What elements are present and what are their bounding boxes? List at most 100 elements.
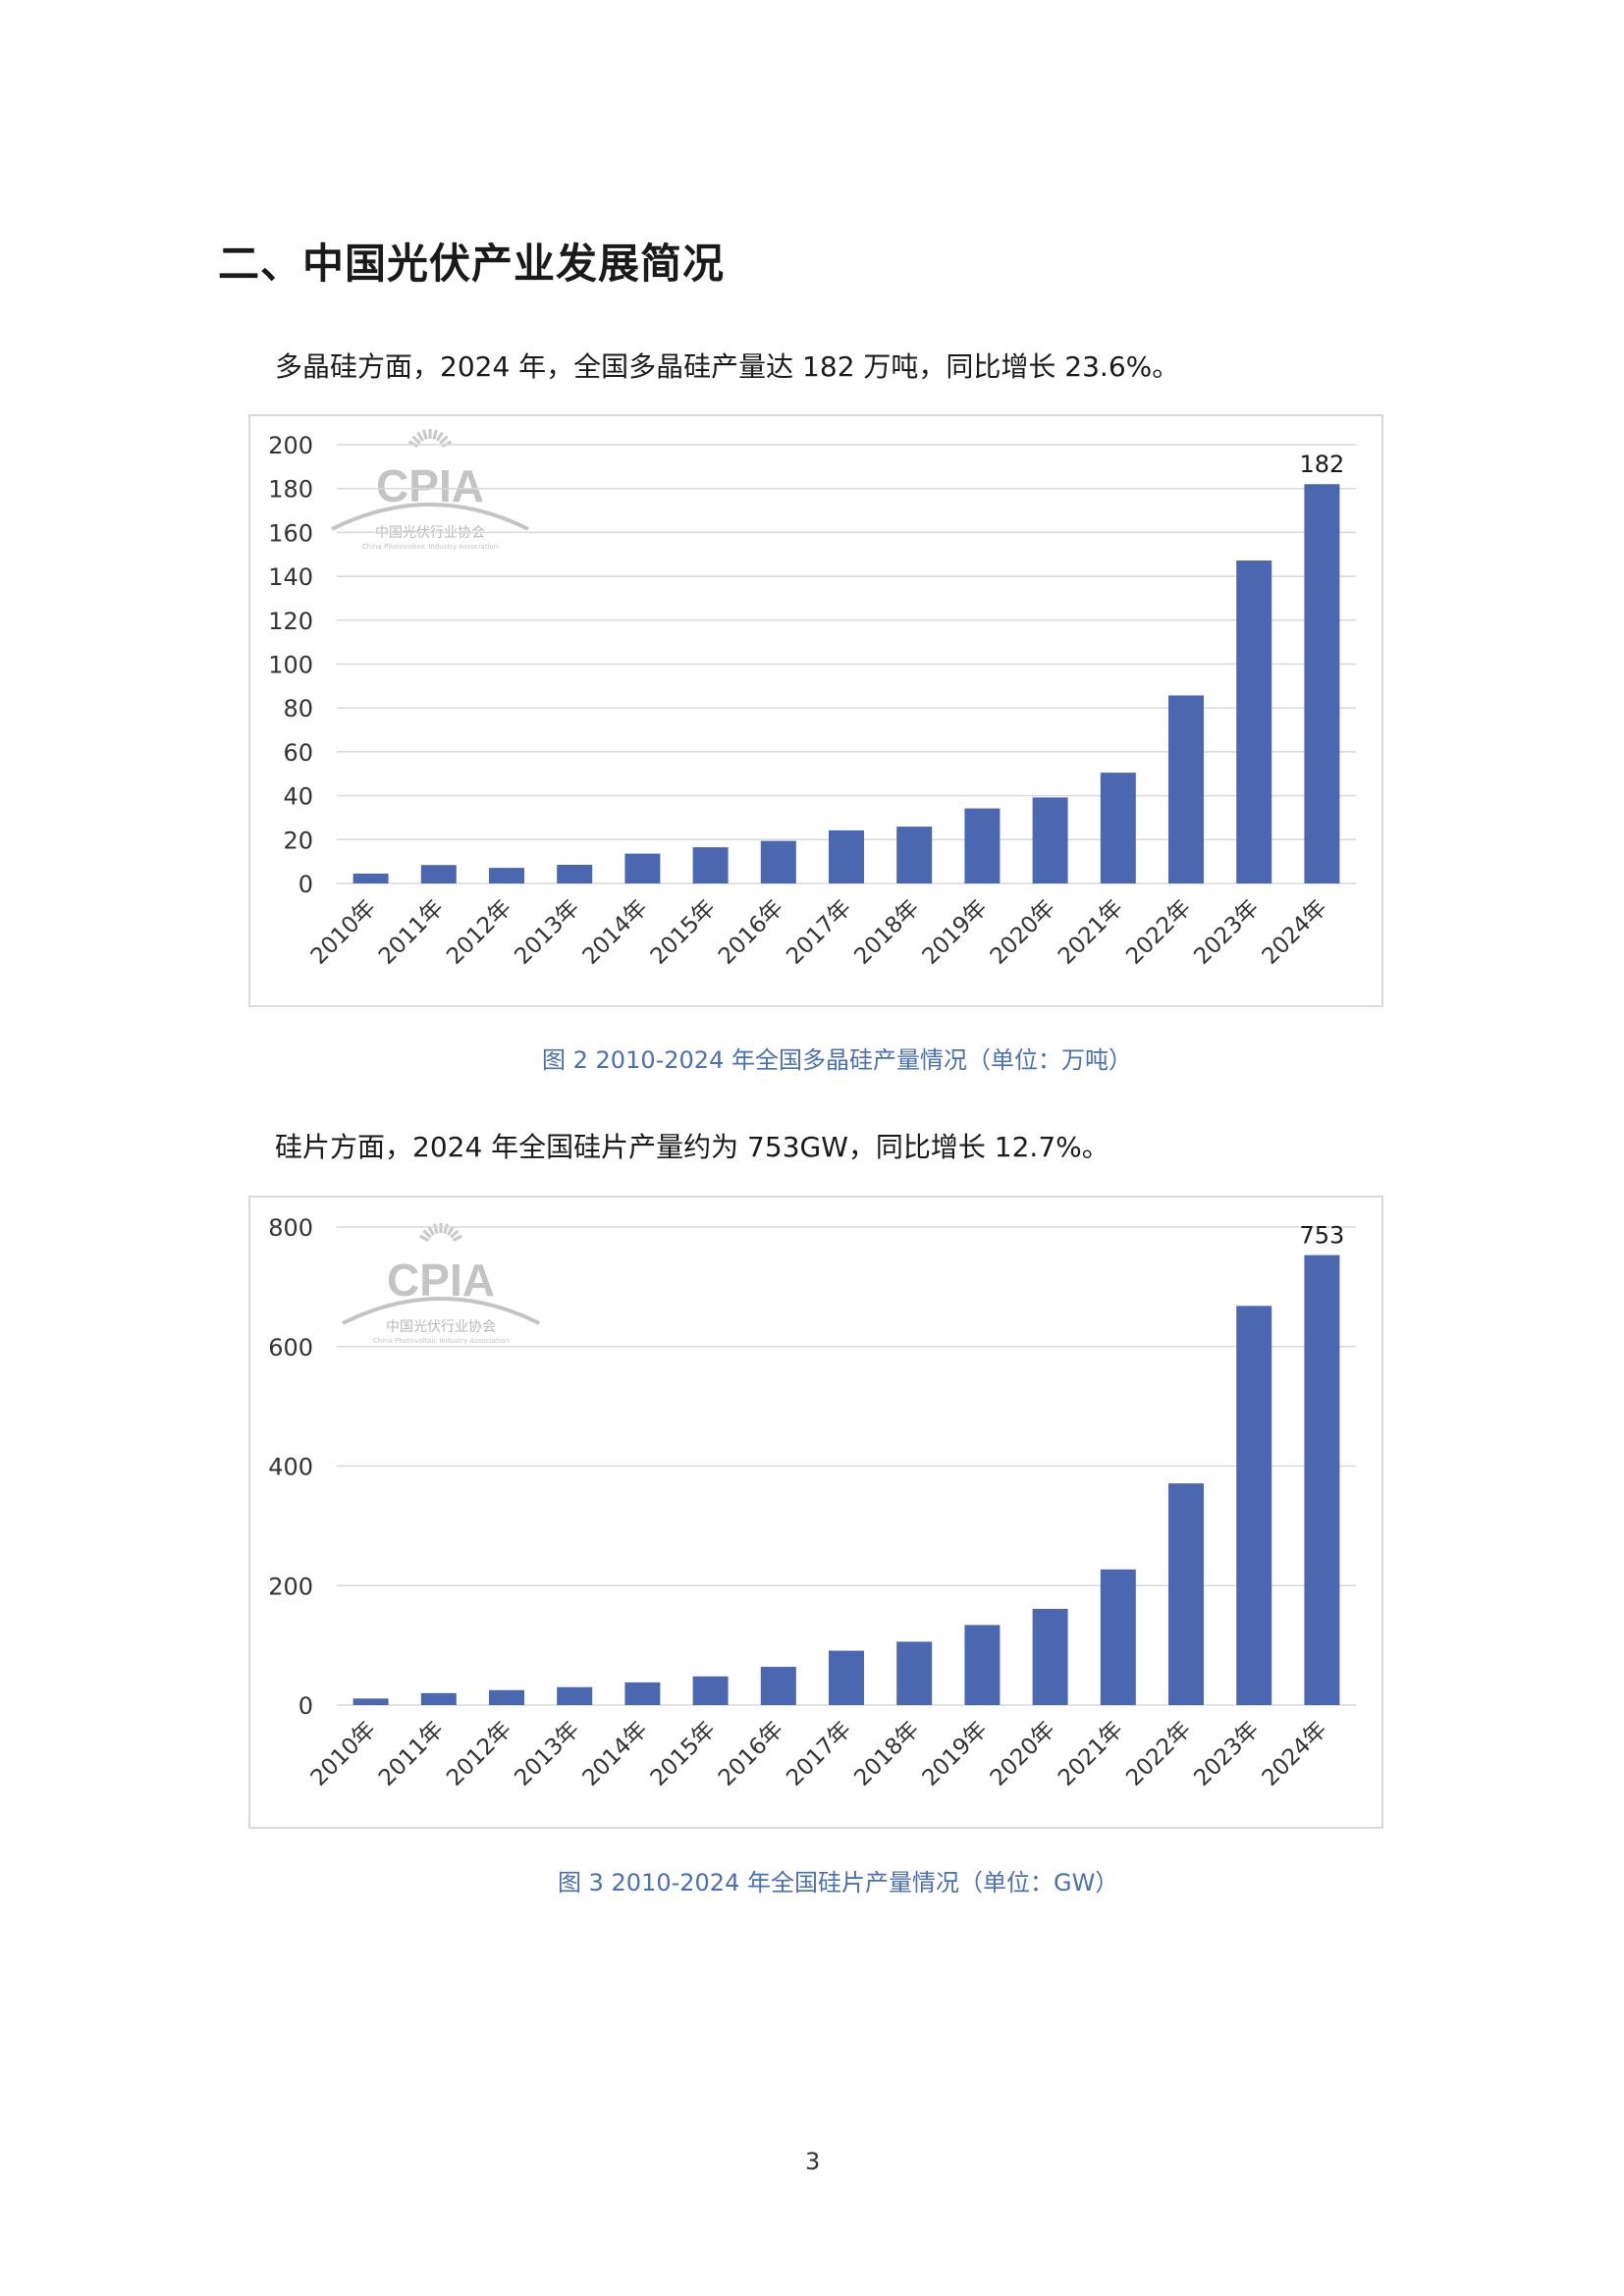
bar [760, 840, 796, 883]
x-tick-label: 2018年 [849, 1717, 924, 1791]
x-tick-label: 2021年 [1054, 1717, 1128, 1791]
x-tick-label: 2015年 [646, 1717, 721, 1791]
x-tick-label: 2024年 [1258, 895, 1332, 970]
x-tick-label: 2017年 [782, 895, 856, 970]
bar [624, 853, 661, 883]
x-tick-label: 2014年 [578, 895, 653, 970]
x-tick-label: 2010年 [306, 895, 381, 970]
y-tick-label: 20 [283, 827, 313, 854]
bar [624, 1682, 661, 1705]
bar [692, 1676, 729, 1705]
x-tick-label: 2016年 [714, 895, 788, 970]
figure-caption-3: 图 3 2010-2024 年全国硅片产量情况（单位：GW） [558, 1869, 1119, 1896]
bar [896, 827, 933, 883]
sun-ray-icon [436, 431, 444, 442]
x-tick-label: 2012年 [442, 895, 516, 970]
x-tick-label: 2014年 [578, 1717, 653, 1791]
watermark-en-name: China Photovoltaic Industry Association [373, 1337, 510, 1345]
sun-ray-icon [447, 1225, 455, 1236]
bar [1100, 773, 1136, 883]
y-tick-label: 0 [298, 1692, 313, 1720]
x-tick-label: 2023年 [1189, 895, 1264, 970]
y-tick-label: 120 [268, 608, 313, 635]
sun-ray-icon [439, 435, 449, 445]
watermark-arc-icon [342, 1297, 540, 1325]
x-tick-label: 2019年 [918, 1717, 993, 1791]
x-tick-label: 2011年 [374, 895, 449, 970]
x-tick-label: 2012年 [442, 1717, 516, 1791]
x-tick-label: 2022年 [1121, 1717, 1196, 1791]
polysilicon-chart: CPIA 中国光伏行业协会 China Photovoltaic Industry … [248, 414, 1383, 1007]
bar [964, 1625, 1001, 1705]
bar [896, 1641, 933, 1705]
paragraph-polysilicon: 多晶硅方面，2024 年，全国多晶硅产量达 182 万吨，同比增长 23.6%。 [275, 350, 1180, 383]
x-tick-label: 2013年 [510, 1717, 584, 1791]
y-tick-label: 800 [268, 1214, 313, 1242]
y-tick-label: 60 [283, 739, 313, 767]
bar [352, 1698, 389, 1705]
sun-ray-icon [443, 1223, 449, 1234]
sun-ray-icon [452, 1234, 463, 1242]
sun-ray-icon [416, 431, 424, 442]
sun-ray-icon [422, 429, 428, 440]
sun-ray-icon [433, 1223, 439, 1234]
sun-ray-icon [427, 1225, 435, 1236]
x-tick-label: 2020年 [986, 895, 1060, 970]
figure-caption-2: 图 2 2010-2024 年全国多晶硅产量情况（单位：万吨） [542, 1046, 1132, 1074]
bar [1032, 1608, 1068, 1705]
watermark-arc-icon [331, 503, 529, 531]
sun-ray-icon [411, 435, 421, 445]
bar [1304, 484, 1340, 883]
bar [1236, 1306, 1272, 1705]
bar [1168, 695, 1204, 883]
y-tick-label: 100 [268, 652, 313, 679]
watermark-cn-name: 中国光伏行业协会 [386, 1319, 496, 1335]
watermark-en-name: China Photovoltaic Industry Association [362, 543, 499, 551]
x-tick-label: 2019年 [918, 895, 993, 970]
bar [557, 865, 593, 883]
y-tick-label: 40 [283, 783, 313, 811]
sun-ray-icon [418, 1234, 430, 1242]
bar [420, 1692, 457, 1705]
x-tick-label: 2010年 [306, 1717, 381, 1791]
x-tick-label: 2020年 [986, 1717, 1060, 1791]
bar [352, 873, 389, 883]
section-title: 二、中国光伏产业发展简况 [218, 240, 726, 288]
bar [489, 868, 524, 883]
paragraph-wafer: 硅片方面，2024 年全国硅片产量约为 753GW，同比增长 12.7%。 [275, 1131, 1110, 1163]
bar [557, 1686, 593, 1705]
y-tick-label: 600 [268, 1334, 313, 1362]
y-tick-label: 400 [268, 1454, 313, 1481]
x-tick-label: 2021年 [1054, 895, 1128, 970]
y-tick-label: 160 [268, 519, 313, 547]
bar [1032, 797, 1068, 883]
bar [1100, 1569, 1136, 1705]
data-label: 753 [1299, 1222, 1344, 1250]
x-tick-label: 2013年 [510, 895, 584, 970]
y-tick-label: 80 [283, 695, 313, 722]
y-tick-label: 200 [268, 432, 313, 459]
bar [829, 1650, 864, 1705]
bar [420, 865, 457, 883]
x-tick-label: 2024年 [1258, 1717, 1332, 1791]
y-tick-label: 0 [298, 871, 313, 898]
x-tick-label: 2022年 [1121, 895, 1196, 970]
x-tick-label: 2018年 [849, 895, 924, 970]
y-tick-label: 140 [268, 563, 313, 591]
bar [489, 1689, 524, 1705]
bar [1168, 1483, 1204, 1705]
bar [1236, 561, 1272, 883]
sun-ray-icon [422, 1229, 432, 1239]
x-tick-label: 2016年 [714, 1717, 788, 1791]
sun-ray-icon [450, 1229, 460, 1239]
sun-ray-icon [432, 429, 438, 440]
x-tick-label: 2011年 [374, 1717, 449, 1791]
y-tick-label: 180 [268, 476, 313, 504]
bar [692, 847, 729, 883]
y-tick-label: 200 [268, 1573, 313, 1600]
bar [760, 1667, 796, 1705]
